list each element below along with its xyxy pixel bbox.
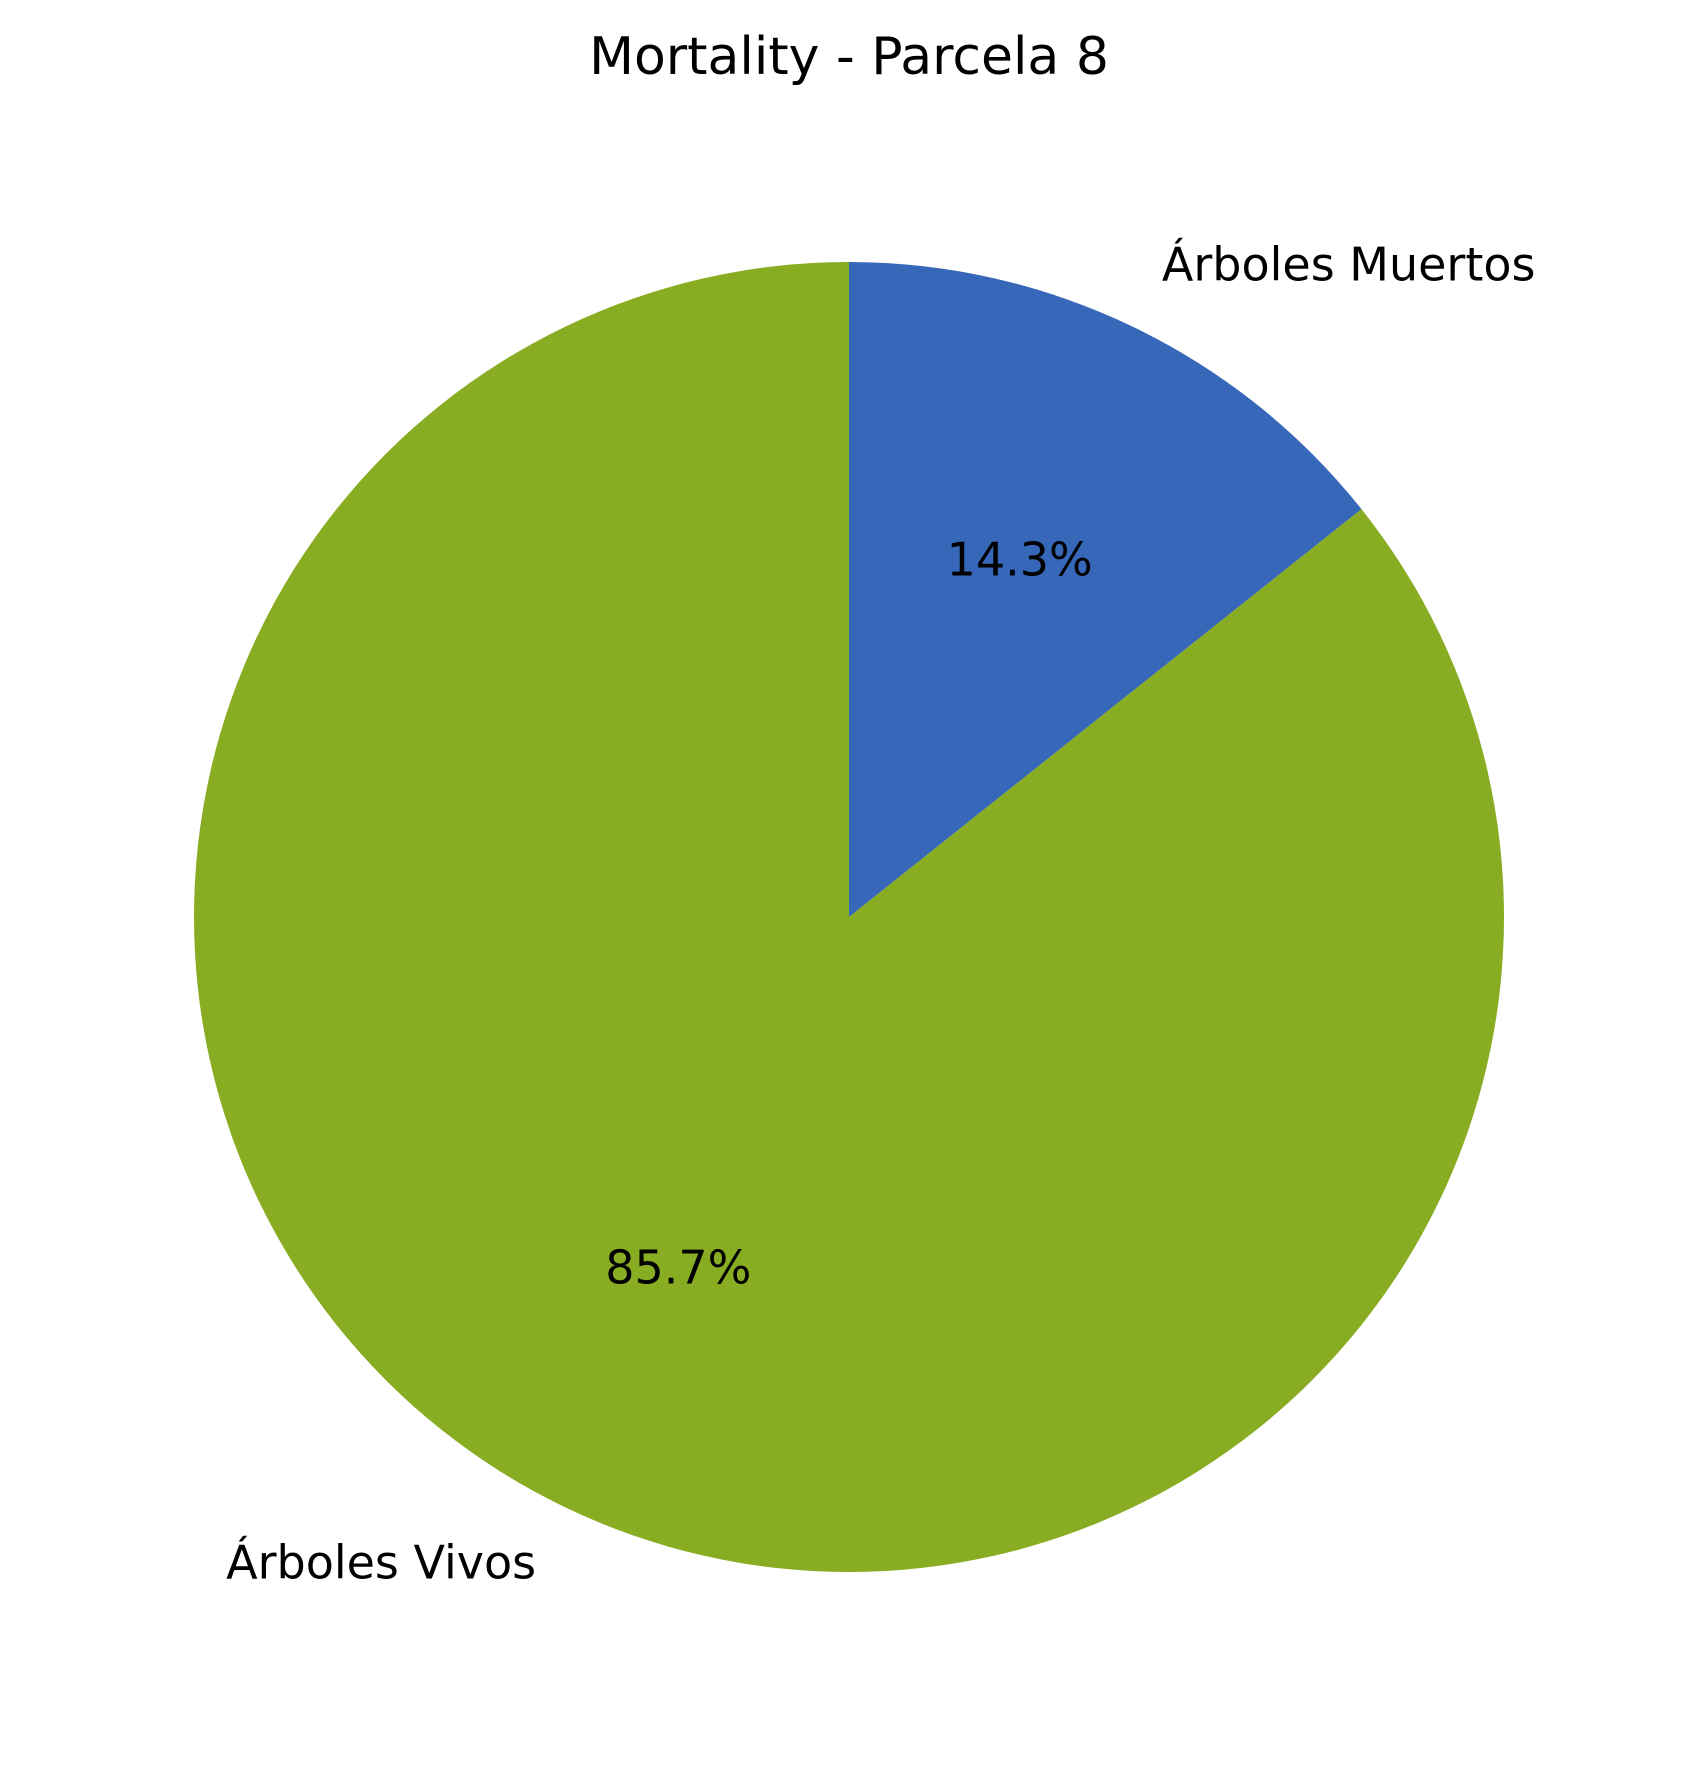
pie-slice-arboles-muertos	[849, 262, 1362, 917]
pie-slice-arboles-vivos	[194, 262, 1505, 1572]
chart-title: Mortality - Parcela 8	[589, 27, 1109, 87]
pie-slices	[194, 262, 1505, 1572]
slice-label-arboles-muertos: Árboles Muertos	[1162, 237, 1536, 291]
slice-percent-arboles-muertos: 14.3%	[947, 532, 1093, 586]
slice-label-arboles-vivos: Árboles Vivos	[226, 1536, 536, 1590]
slice-percent-arboles-vivos: 85.7%	[605, 1241, 751, 1295]
pie-labels: Árboles Muertos 14.3% Árboles Vivos 85.7%	[226, 237, 1535, 1589]
